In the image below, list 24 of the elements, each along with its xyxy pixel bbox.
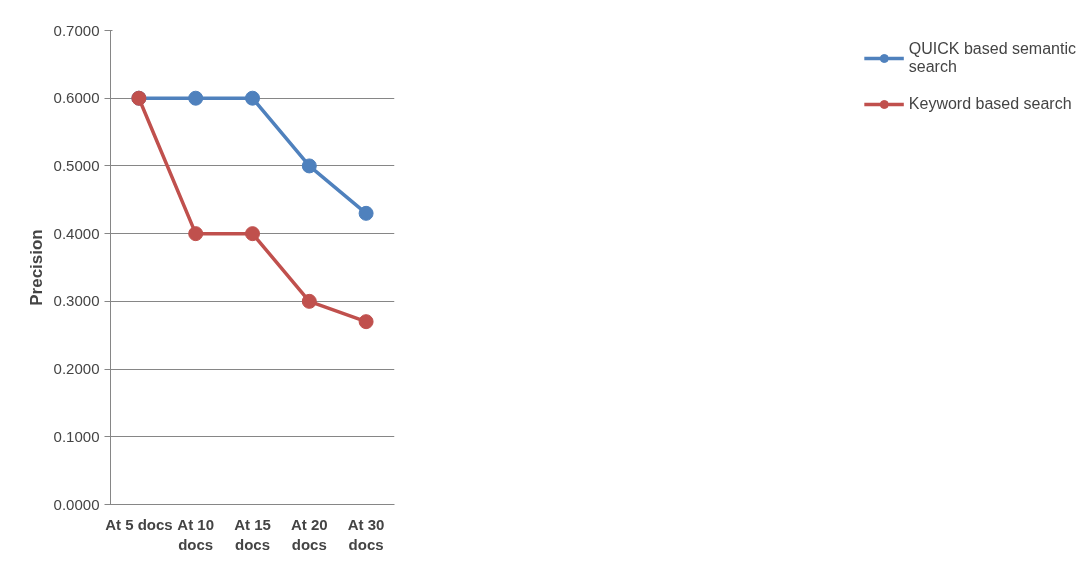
y-tick-label: 0.3000 bbox=[53, 292, 100, 310]
y-tick-label: 0.0000 bbox=[53, 495, 100, 513]
x-tick-label: At 5 docs bbox=[105, 515, 173, 533]
y-tick-label: 0.2000 bbox=[53, 360, 100, 378]
point bbox=[358, 314, 374, 330]
point bbox=[245, 90, 260, 106]
point bbox=[301, 293, 317, 309]
y-axis-title: Precision bbox=[26, 229, 46, 306]
x-tick-label: At 10 docs bbox=[177, 515, 215, 553]
point bbox=[188, 90, 204, 106]
y-tick-label: 0.1000 bbox=[53, 427, 100, 445]
y-tick-label: 0.5000 bbox=[53, 156, 100, 174]
legend-label: Keyword based search bbox=[908, 95, 1072, 113]
x-tick-label: At 20 docs bbox=[290, 515, 328, 553]
point bbox=[358, 205, 374, 221]
y-tick-label: 0.6000 bbox=[53, 89, 100, 107]
point bbox=[245, 226, 260, 242]
legend-label: QUICK based semantic search bbox=[908, 40, 1076, 76]
x-tick-label: At 15 docs bbox=[234, 515, 271, 553]
y-tick-label: 0.4000 bbox=[53, 224, 100, 242]
point bbox=[188, 226, 204, 242]
y-tick-label: 0.7000 bbox=[53, 21, 100, 39]
x-tick-label: At 30 docs bbox=[347, 515, 385, 553]
point bbox=[301, 158, 317, 174]
